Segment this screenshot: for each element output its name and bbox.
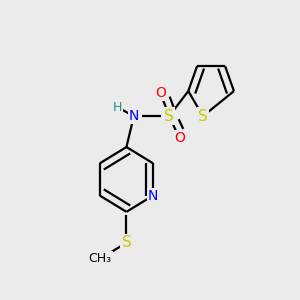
Text: S: S — [122, 235, 131, 250]
Text: CH₃: CH₃ — [88, 252, 112, 266]
Text: N: N — [148, 189, 158, 202]
Text: O: O — [174, 131, 185, 145]
Text: O: O — [155, 85, 166, 100]
Text: H: H — [113, 101, 122, 114]
Text: N: N — [129, 109, 139, 123]
Text: S: S — [164, 109, 174, 124]
Text: S: S — [198, 109, 208, 124]
